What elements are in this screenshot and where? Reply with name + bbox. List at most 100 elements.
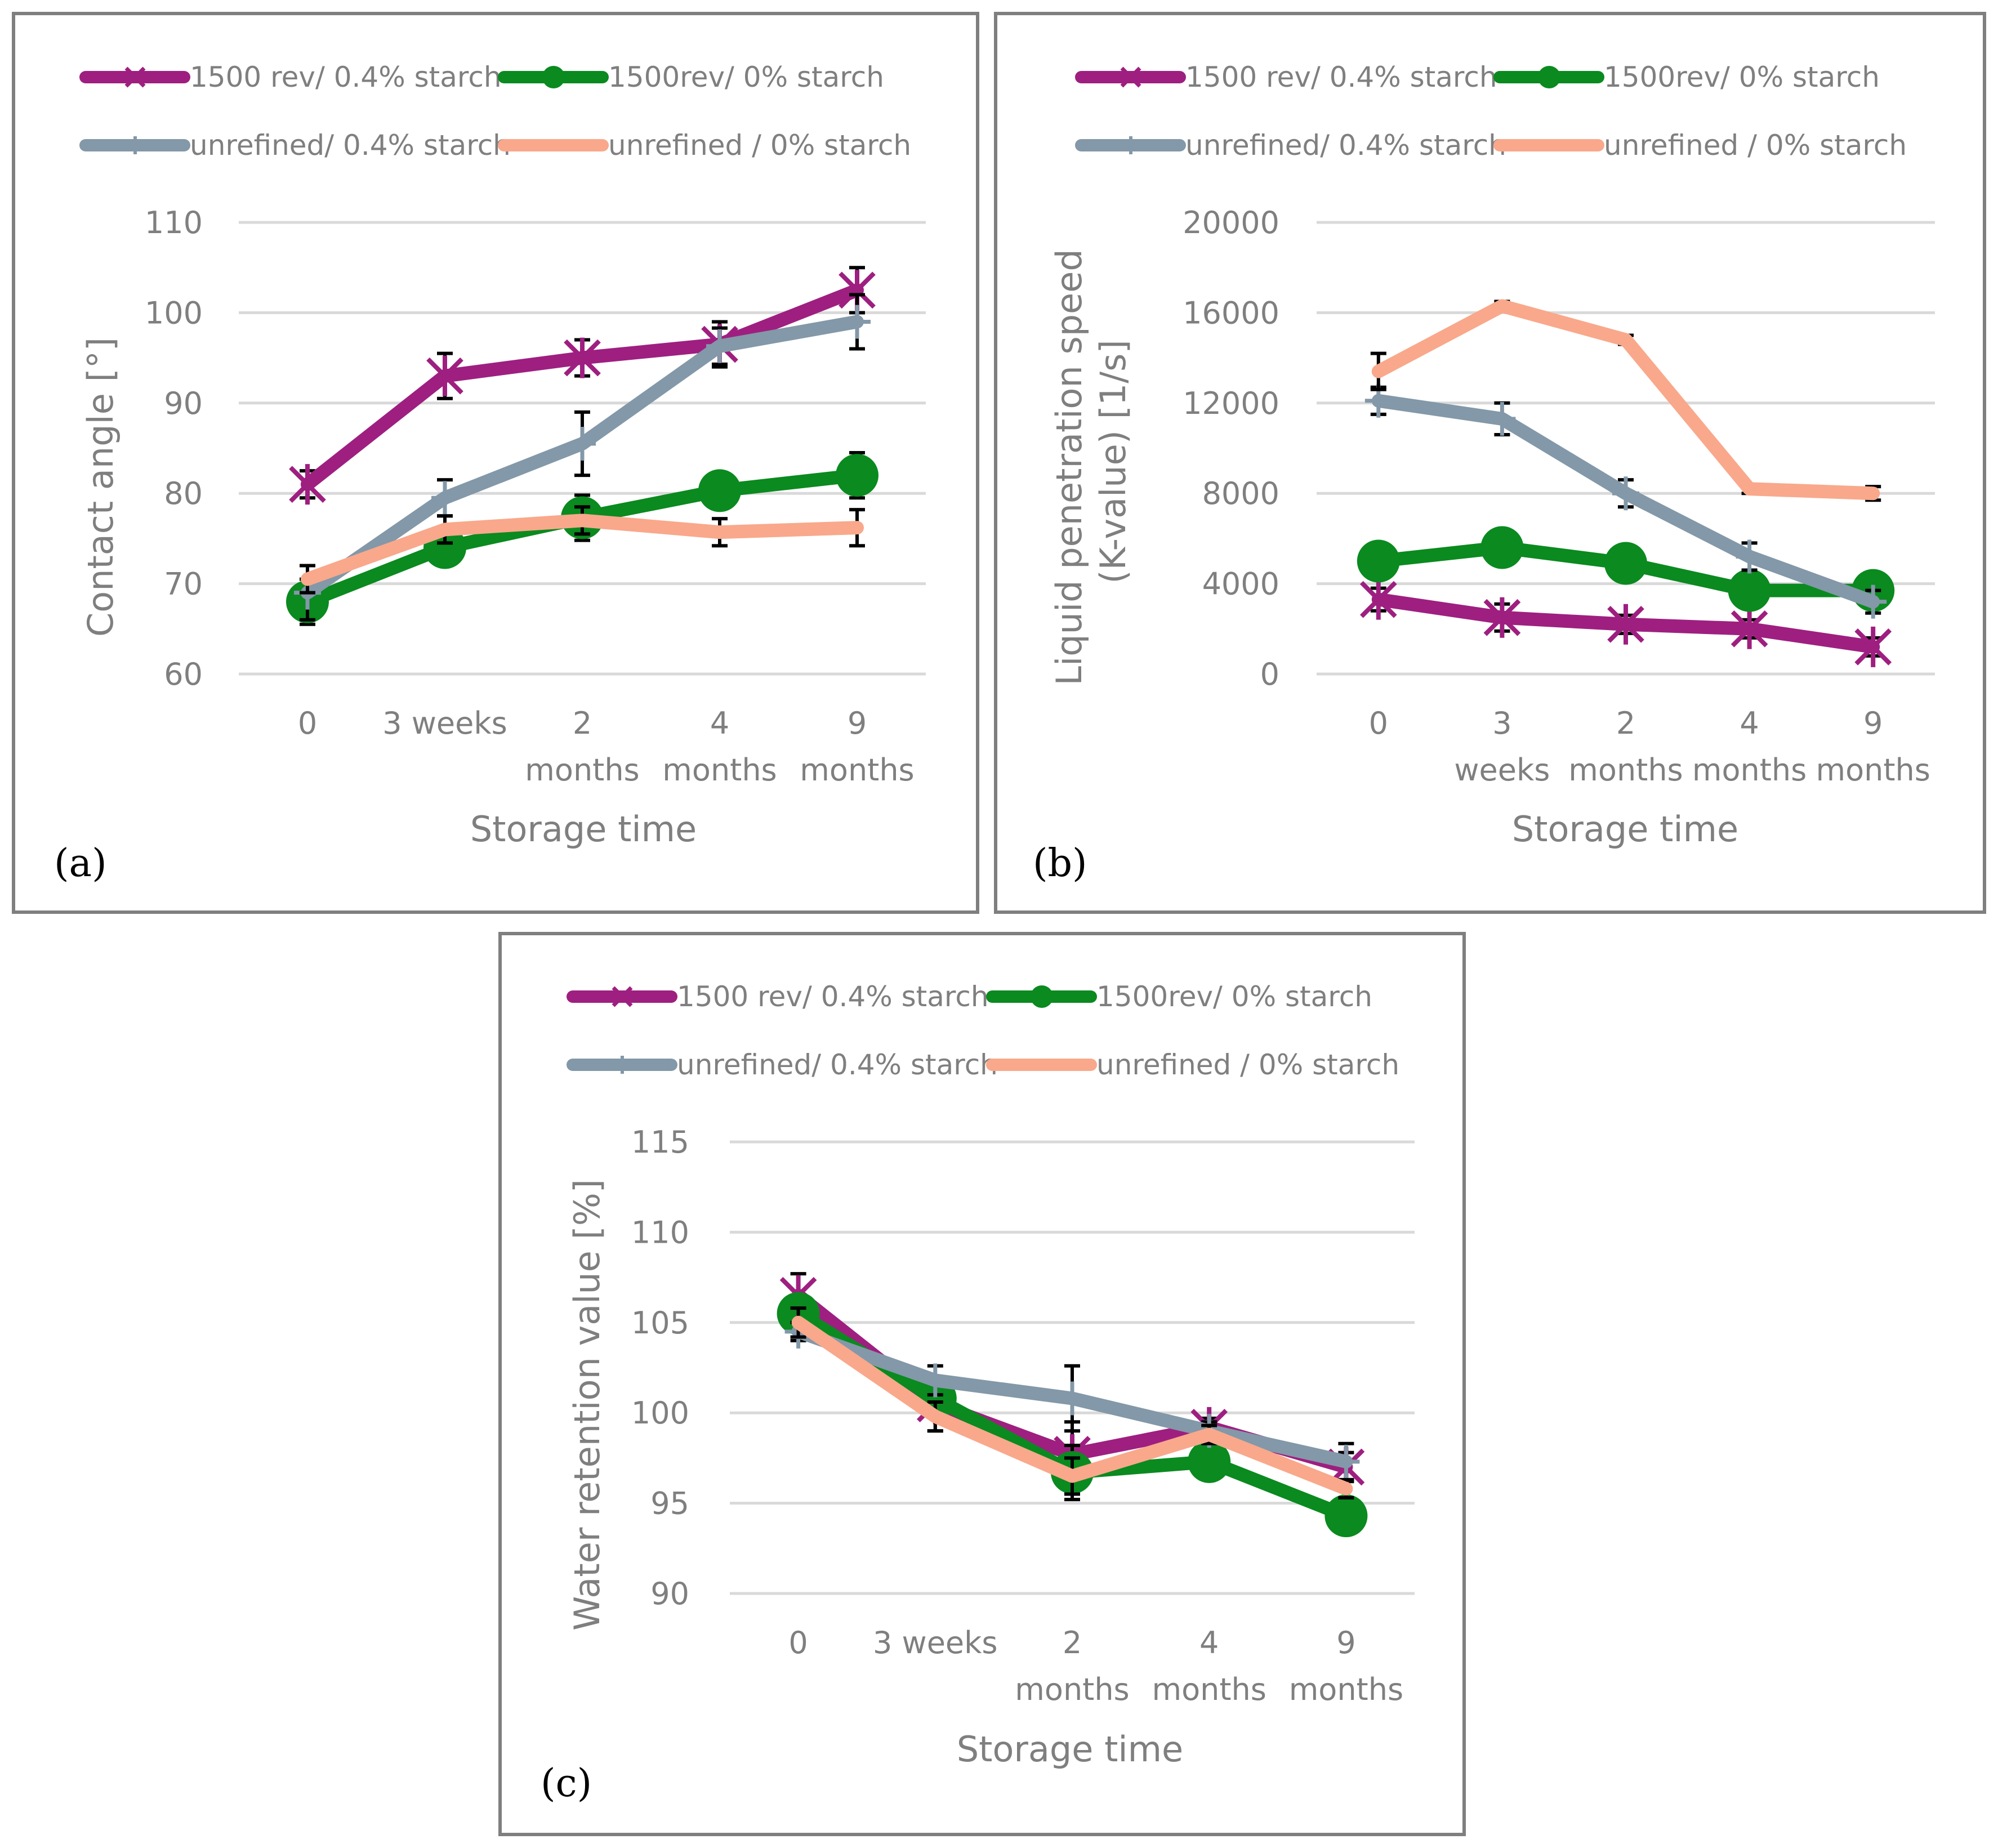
panel-a: 1500 rev/ 0.4% starch 1500rev/ 0% starch u…: [12, 12, 979, 914]
panel-b-frame: [994, 12, 1986, 914]
ytick-a-0: 60: [164, 657, 203, 692]
legend-marker-c-0: [612, 986, 633, 1007]
point-b-1-0: [1357, 539, 1400, 583]
legend-a: 1500 rev/ 0.4% starch 1500rev/ 0% starch u…: [79, 61, 911, 162]
legend-marker-b-1: [1538, 66, 1560, 88]
panel-c: 1500 rev/ 0.4% starch 1500rev/ 0% starch u…: [498, 932, 1466, 1836]
point-a-2-1: [431, 481, 458, 515]
ytick-a-4: 100: [145, 295, 203, 331]
xlabel-c: Storage time: [957, 1729, 1183, 1770]
ytick-b-5: 20000: [1183, 205, 1279, 240]
plot-b: 0 4000 8000 12000 16000 20000 0 3 weeks 2 months 4 m…: [1183, 205, 1935, 788]
ytick-b-2: 8000: [1202, 476, 1279, 511]
point-c-2-1: [921, 1363, 949, 1398]
xtick-c-2-1: months: [1015, 1672, 1129, 1707]
legend-item-a-0: 1500 rev/ 0.4% starch: [79, 61, 502, 93]
point-b-2-2: [1612, 476, 1639, 511]
legend-item-b-0: 1500 rev/ 0.4% starch: [1075, 61, 1497, 93]
legend-item-b-3: unrefined / 0% starch: [1493, 129, 1907, 162]
xtick-a-2-1: months: [525, 752, 639, 788]
point-b-0-0: [1359, 579, 1397, 620]
panel-a-frame: [12, 12, 979, 914]
ytick-c-4: 110: [631, 1215, 689, 1250]
xtick-a-1-0: 3 weeks: [382, 706, 507, 741]
series-b-3: [1370, 299, 1881, 502]
xtick-a-4-1: months: [800, 752, 914, 788]
series-line-a-3: [301, 514, 864, 586]
ytick-b-0: 0: [1260, 657, 1279, 692]
ytick-c-5: 115: [631, 1124, 689, 1160]
xtick-c-4-0: 9: [1336, 1625, 1355, 1660]
point-a-1-3: [698, 469, 741, 512]
legend-label-b-1: 1500rev/ 0% starch: [1604, 61, 1880, 93]
point-c-2-2: [1059, 1381, 1086, 1416]
point-a-1-4: [836, 454, 878, 497]
point-c-1-4: [1324, 1494, 1368, 1538]
legend-marker-a-0: [124, 66, 146, 88]
xtick-b-1-1: weeks: [1454, 752, 1550, 788]
xtick-b-1-0: 3: [1492, 706, 1511, 741]
ylabel-b-line1: Liquid penetration speed: [1049, 249, 1090, 685]
xtick-a-4-0: 9: [848, 706, 867, 741]
series-b-0: [1359, 579, 1892, 667]
xtick-b-2-0: 2: [1616, 706, 1635, 741]
point-b-2-1: [1488, 401, 1516, 436]
point-c-1-3: [1188, 1440, 1231, 1483]
series-b-2: [1364, 383, 1887, 619]
ylabel-c: Water retention value [%]: [567, 1179, 608, 1631]
point-b-0-3: [1731, 608, 1768, 649]
legend-item-c-2: unrefined/ 0.4% starch: [567, 1048, 998, 1081]
legend-label-b-0: 1500 rev/ 0.4% starch: [1185, 61, 1497, 93]
plot-a: 60 70 80 90 100 110 0 3 weeks 2 months 4 months 9 mon…: [145, 205, 926, 788]
legend-c: 1500 rev/ 0.4% starch 1500rev/ 0% starch u…: [567, 980, 1399, 1081]
legend-item-b-1: 1500rev/ 0% starch: [1493, 61, 1880, 93]
legend-label-c-1: 1500rev/ 0% starch: [1096, 980, 1372, 1013]
legend-item-a-2: unrefined/ 0.4% starch: [79, 129, 511, 162]
xtick-a-3-1: months: [662, 752, 777, 788]
ytick-a-1: 70: [164, 566, 203, 602]
plot-c: 90 95 100 105 110 115 0 3 weeks 2 months 4 months 9 m…: [631, 1124, 1415, 1707]
point-b-1-1: [1480, 526, 1524, 569]
xtick-a-3-0: 4: [710, 706, 729, 741]
series-line-c-3: [791, 1315, 1353, 1496]
legend-item-a-1: 1500rev/ 0% starch: [498, 61, 884, 93]
panel-label-b: (b): [1033, 841, 1087, 886]
point-b-0-2: [1607, 604, 1644, 645]
legend-item-c-3: unrefined / 0% starch: [986, 1048, 1399, 1081]
xlabel-b: Storage time: [1512, 809, 1738, 850]
series-c-2: [784, 1314, 1360, 1481]
legend-item-c-0: 1500 rev/ 0.4% starch: [567, 980, 989, 1013]
legend-marker-b-0: [1120, 66, 1141, 88]
xtick-b-4-0: 9: [1863, 706, 1883, 741]
ytick-b-1: 4000: [1202, 566, 1279, 602]
point-b-0-1: [1483, 597, 1521, 638]
point-b-1-3: [1728, 569, 1771, 612]
panel-b: 1500 rev/ 0.4% starch 1500rev/ 0% starch u…: [994, 12, 1986, 914]
point-a-0-2: [564, 337, 601, 378]
ylabel-a: Contact angle [°]: [80, 337, 121, 637]
series-c-3: [790, 1306, 1354, 1499]
xtick-c-4-1: months: [1289, 1672, 1403, 1707]
xtick-c-2-0: 2: [1063, 1625, 1082, 1660]
ytick-a-2: 80: [164, 476, 203, 511]
legend-b: 1500 rev/ 0.4% starch 1500rev/ 0% starch u…: [1075, 61, 1907, 162]
ytick-c-1: 95: [650, 1486, 689, 1521]
series-a-3: [300, 505, 865, 595]
point-b-2-4: [1859, 584, 1887, 619]
legend-item-c-1: 1500rev/ 0% starch: [986, 980, 1372, 1013]
legend-item-a-3: unrefined / 0% starch: [498, 129, 911, 162]
xtick-c-3-0: 4: [1199, 1625, 1219, 1660]
point-c-2-4: [1332, 1444, 1360, 1479]
ylabel-b-line2: (K-value) [1/s]: [1092, 340, 1134, 583]
xtick-b-3-0: 4: [1740, 706, 1759, 741]
ylabel-b: Liquid penetration speed (K-value) [1/s]: [1049, 238, 1134, 686]
legend-label-c-2: unrefined/ 0.4% starch: [677, 1048, 998, 1081]
legend-label-c-0: 1500 rev/ 0.4% starch: [677, 980, 989, 1013]
point-a-0-1: [426, 355, 463, 396]
ytick-c-0: 90: [650, 1576, 689, 1612]
point-b-0-4: [1854, 626, 1892, 667]
xtick-b-2-1: months: [1568, 752, 1683, 788]
ytick-b-3: 12000: [1183, 386, 1279, 421]
xtick-a-2-0: 2: [573, 706, 592, 741]
xtick-c-3-1: months: [1152, 1672, 1266, 1707]
